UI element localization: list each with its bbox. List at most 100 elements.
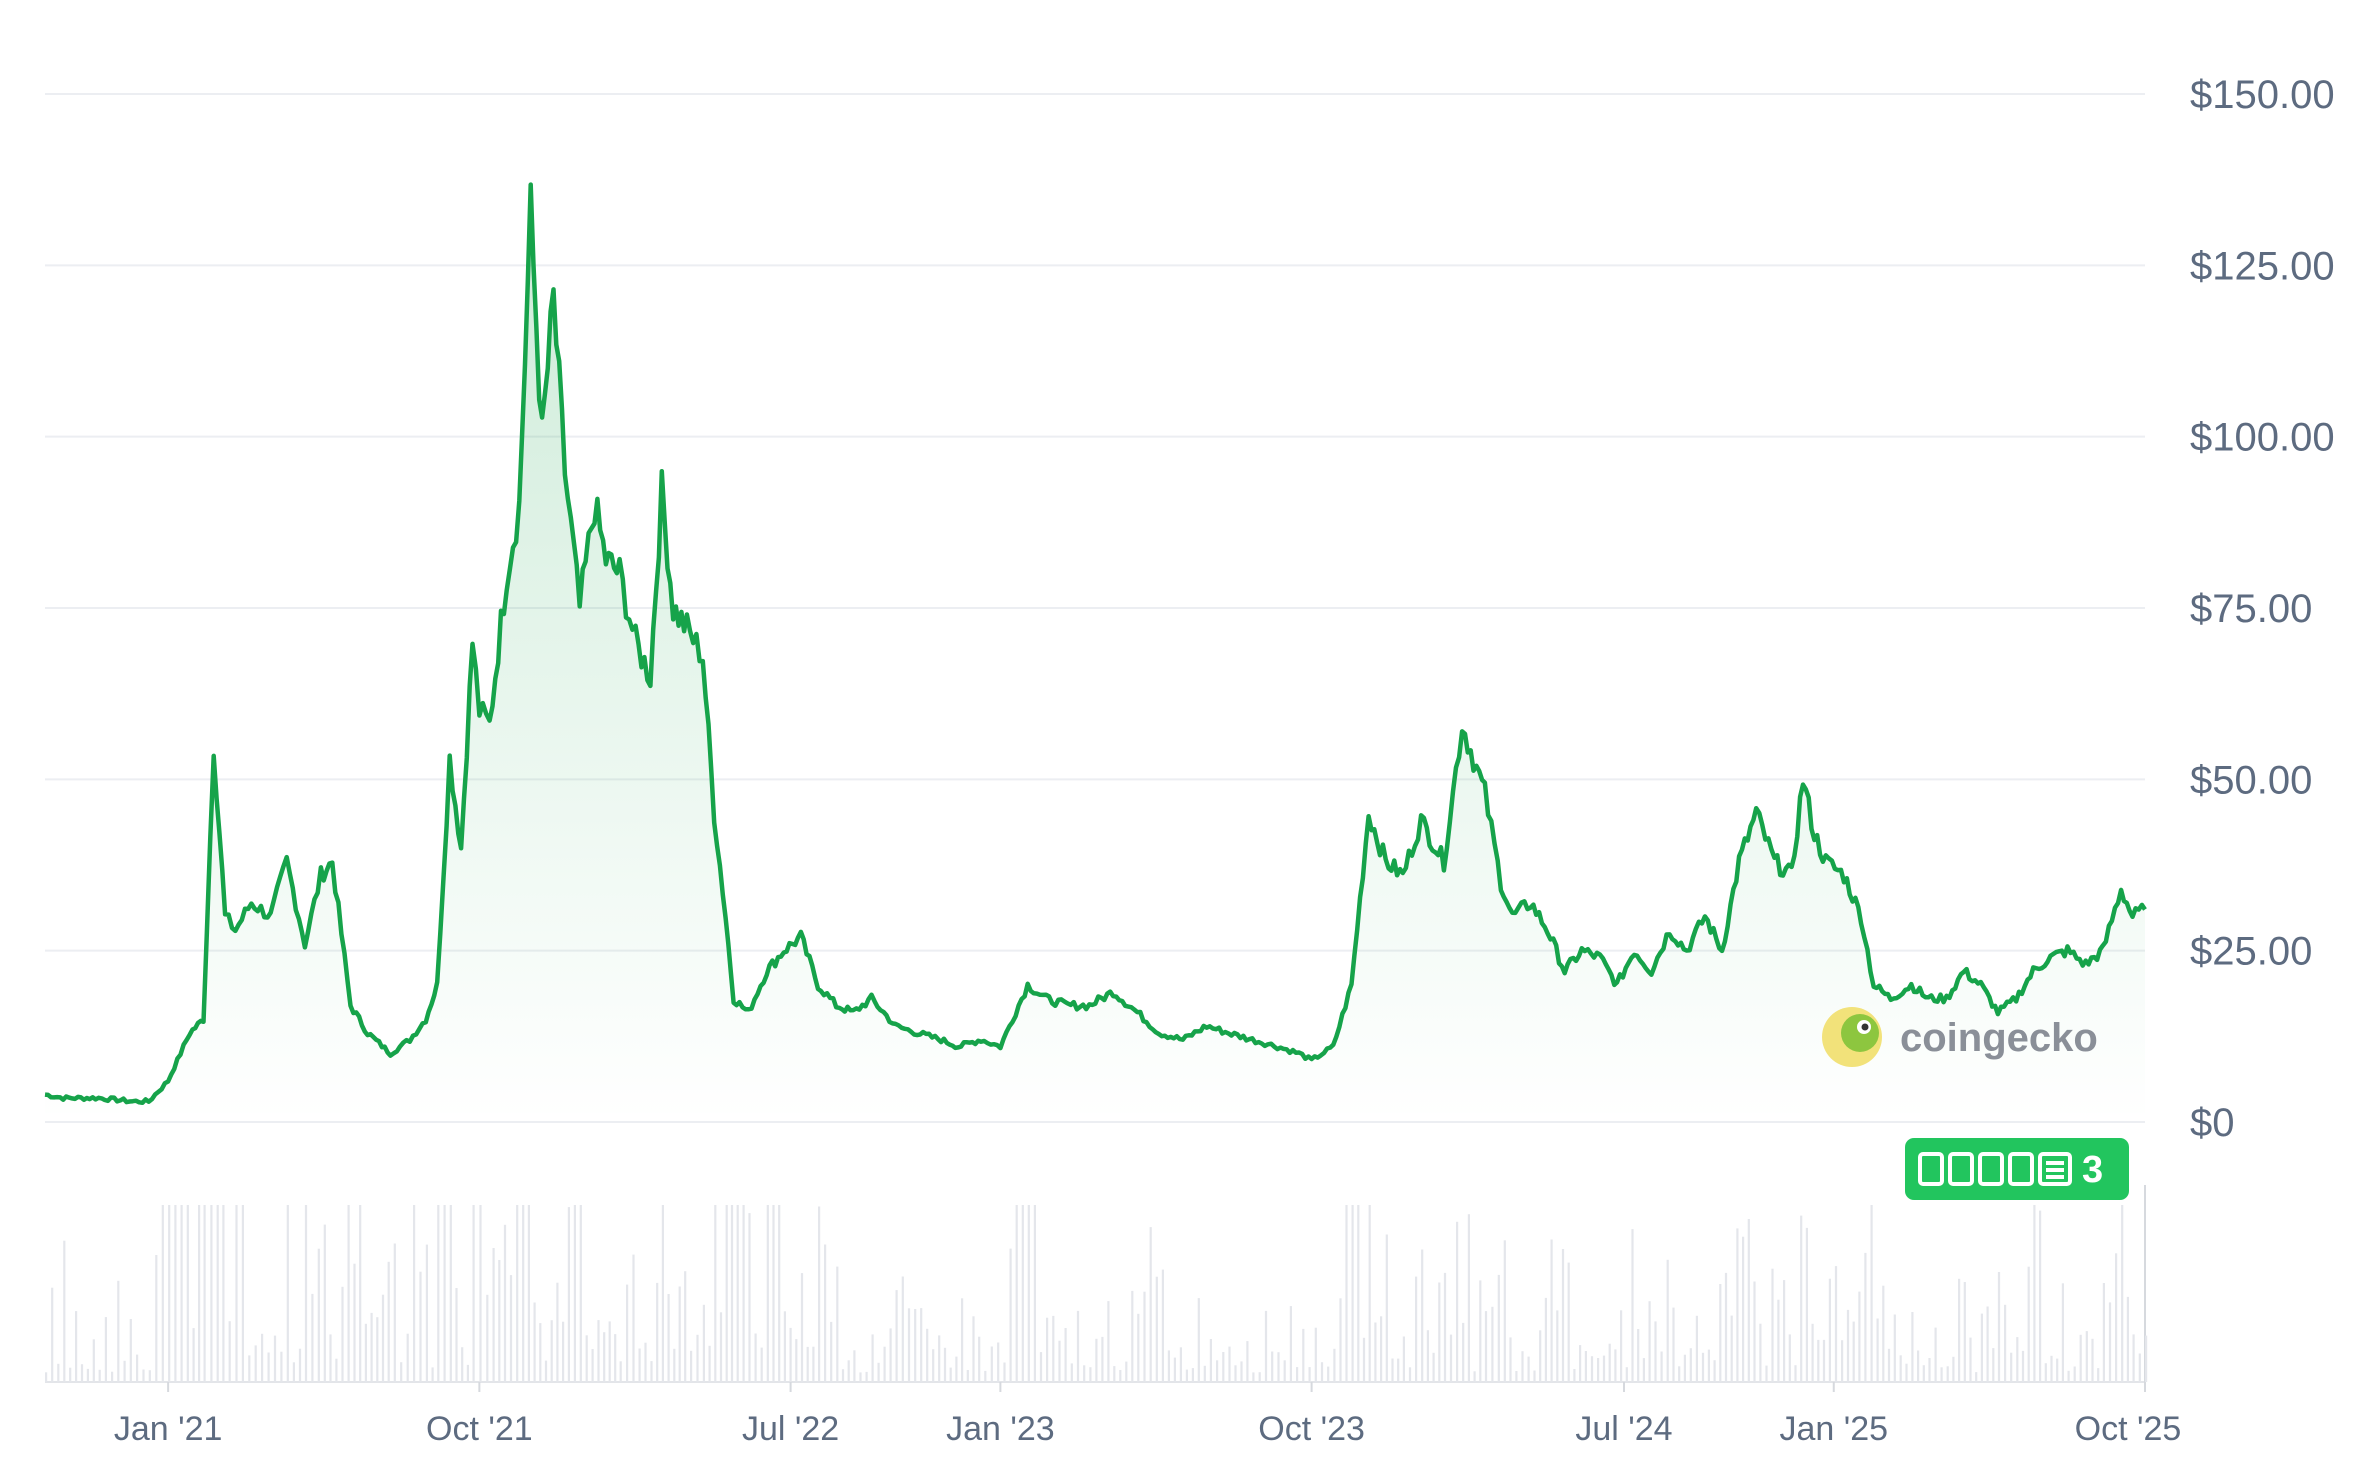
volume-bar [353, 1263, 356, 1382]
volume-bar [938, 1335, 941, 1382]
volume-bar [2121, 1205, 2124, 1382]
news-badge-count: 3 [2082, 1149, 2103, 1191]
y-tick-label: $50.00 [2190, 758, 2312, 802]
volume-bar [1952, 1356, 1955, 1382]
volume-bar [1197, 1298, 1200, 1382]
volume-bar [1940, 1367, 1943, 1382]
volume-bar [1654, 1321, 1657, 1382]
volume-bar [1391, 1358, 1394, 1382]
volume-bar [509, 1275, 513, 1382]
volume-bar [1672, 1307, 1675, 1382]
volume-bar [2091, 1338, 2094, 1382]
volume-bar [2027, 1266, 2030, 1382]
volume-bar [1095, 1338, 1098, 1382]
volume-bar [1039, 1352, 1043, 1382]
volume-bar [1462, 1322, 1465, 1382]
volume-bar [1893, 1314, 1896, 1382]
volume-bar [174, 1205, 177, 1382]
x-tick-label: Jul '24 [1575, 1410, 1672, 1448]
volume-bar [186, 1205, 189, 1382]
volume-bar [1179, 1347, 1182, 1382]
volume-bar [2108, 1302, 2112, 1382]
volume-bar [311, 1293, 314, 1382]
volume-bar [1997, 1272, 2001, 1382]
volume-bar [1800, 1215, 1803, 1382]
coingecko-watermark: coingecko [1822, 1007, 2098, 1067]
volume-bar [1934, 1327, 1937, 1382]
volume-bar [1759, 1323, 1762, 1382]
volume-bar [1713, 1360, 1716, 1382]
volume-bar [80, 1364, 84, 1382]
volume-bar [1922, 1365, 1925, 1382]
volume-bar [1076, 1310, 1080, 1382]
volume-bar [2033, 1205, 2036, 1382]
volume-bar [1963, 1282, 1966, 1382]
volume-bar [370, 1312, 373, 1382]
volume-bar [1339, 1298, 1342, 1382]
volume-bar [1491, 1306, 1494, 1382]
volume-bar [261, 1333, 264, 1382]
volume-bar [228, 1321, 231, 1382]
volume-bar [585, 1335, 588, 1382]
volume-bar [1345, 1205, 1348, 1382]
volume-bar [795, 1339, 798, 1382]
volume-bar [556, 1282, 559, 1382]
volume-bar [2056, 1358, 2059, 1382]
price-line[interactable] [44, 182, 2147, 1106]
volume-bar [608, 1321, 611, 1382]
volume-bar [273, 1335, 277, 1382]
volume-bar [914, 1309, 917, 1382]
volume-bar [387, 1261, 390, 1382]
volume-bar [1980, 1313, 1983, 1382]
volume-bar [932, 1349, 935, 1382]
volume-bar [486, 1294, 489, 1382]
volume-bar [1484, 1311, 1488, 1382]
volume-bar [1852, 1321, 1855, 1382]
volume-bar [818, 1206, 821, 1382]
volume-bar [376, 1317, 379, 1382]
volume-bar [690, 1350, 693, 1382]
volume-bar [1794, 1365, 1797, 1382]
volume-bar [1637, 1329, 1640, 1382]
volume-bar [1271, 1351, 1274, 1382]
volume-bar [830, 1321, 833, 1382]
volume-bar [2115, 1253, 2118, 1382]
volume-bar [901, 1276, 904, 1382]
volume-bar [597, 1320, 600, 1382]
volume-bar [341, 1286, 344, 1382]
volume-bar [2079, 1334, 2082, 1382]
volume-bar [2061, 1283, 2064, 1382]
volume-bar [1870, 1205, 1873, 1382]
volume-bar [1660, 1351, 1663, 1382]
volume-bar [1327, 1366, 1330, 1382]
volume-bar [1070, 1363, 1073, 1382]
volume-bar [644, 1342, 647, 1382]
volume-bar [304, 1205, 308, 1382]
volume-bar [2050, 1355, 2053, 1382]
y-tick-label: $0 [2190, 1101, 2235, 1145]
volume-bar [1083, 1365, 1086, 1382]
volume-bar [1228, 1346, 1231, 1382]
volume-bar [192, 1328, 195, 1382]
volume-bar [1642, 1358, 1645, 1382]
volume-bar [836, 1266, 839, 1382]
volume-bar [766, 1205, 769, 1382]
volume-bar [1608, 1343, 1611, 1382]
volume-bar [877, 1362, 880, 1382]
newspaper-icon [2008, 1152, 2034, 1186]
volume-bar [926, 1328, 929, 1382]
price-area [44, 182, 2147, 1123]
volume-bar [1216, 1360, 1219, 1382]
volume-bar [1046, 1317, 1049, 1382]
volume-bar [1747, 1219, 1750, 1382]
volume-bar [1161, 1269, 1164, 1382]
news-badge[interactable]: 3 [1905, 1138, 2129, 1200]
volume-bar [1246, 1341, 1249, 1382]
volume-bar [812, 1346, 815, 1382]
volume-bar [1828, 1278, 1831, 1382]
newspaper-icon [1978, 1152, 2004, 1186]
volume-bar [972, 1316, 975, 1382]
volume-bar [2073, 1366, 2076, 1382]
news-icons [1918, 1152, 2072, 1186]
